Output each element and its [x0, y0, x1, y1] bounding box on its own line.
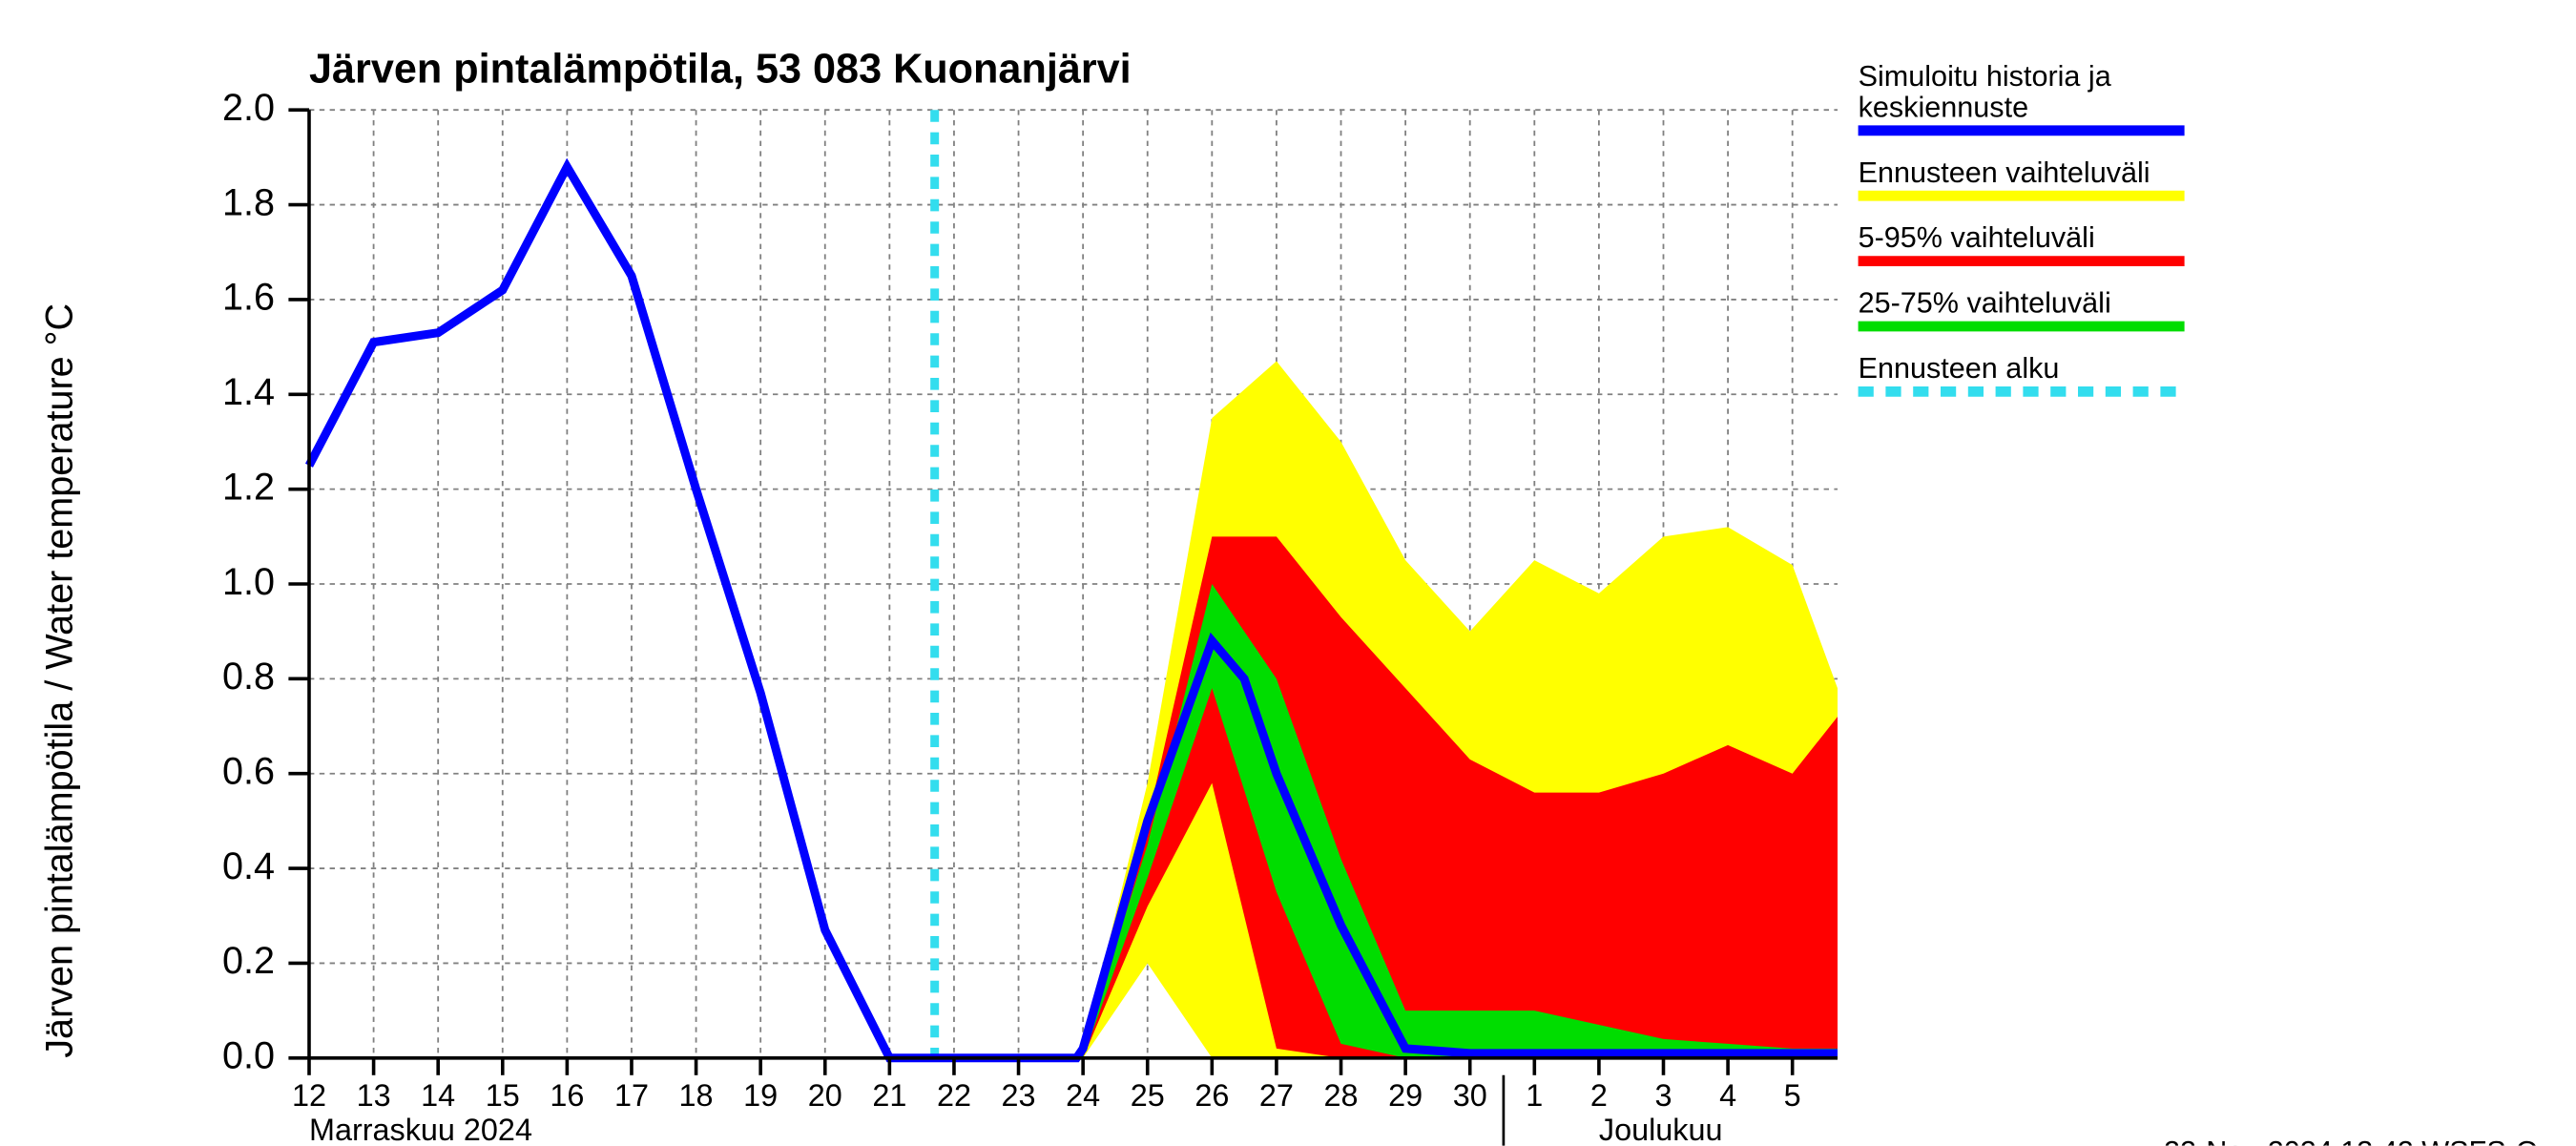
y-tick-label: 1.6 [222, 277, 275, 319]
legend-label: Ennusteen alku [1859, 352, 2060, 385]
y-tick-label: 0.0 [222, 1035, 275, 1077]
y-tick-label: 1.4 [222, 371, 275, 413]
y-tick-label: 0.8 [222, 656, 275, 698]
y-tick-label: 0.6 [222, 751, 275, 793]
x-tick-label: 5 [1784, 1078, 1801, 1113]
y-tick-label: 2.0 [222, 87, 275, 129]
x-tick-label: 20 [808, 1078, 842, 1113]
x-tick-label: 24 [1066, 1078, 1100, 1113]
chart-svg: 0.00.20.40.60.81.01.21.41.61.82.01213141… [0, 0, 2576, 1146]
x-tick-label: 13 [357, 1078, 391, 1113]
x-tick-label: 2 [1590, 1078, 1608, 1113]
x-tick-label: 27 [1259, 1078, 1294, 1113]
y-tick-label: 0.2 [222, 940, 275, 982]
footer-text: 22-Nov-2024 13:42 WSFS-O [2164, 1136, 2539, 1146]
legend-label: keskiennuste [1859, 91, 2028, 123]
x-tick-label: 1 [1526, 1078, 1543, 1113]
x-tick-label: 3 [1654, 1078, 1672, 1113]
month-label: Marraskuu 2024 [309, 1113, 532, 1145]
chart-stage: 0.00.20.40.60.81.01.21.41.61.82.01213141… [0, 0, 2576, 1146]
x-tick-label: 26 [1195, 1078, 1229, 1113]
x-tick-label: 21 [872, 1078, 906, 1113]
x-tick-label: 28 [1324, 1078, 1359, 1113]
x-tick-label: 30 [1453, 1078, 1487, 1113]
month-label: Joulukuu [1599, 1113, 1723, 1145]
x-tick-label: 25 [1131, 1078, 1165, 1113]
x-tick-label: 17 [614, 1078, 649, 1113]
x-tick-label: 18 [679, 1078, 714, 1113]
x-tick-label: 23 [1002, 1078, 1036, 1113]
legend-label: 25-75% vaihteluväli [1859, 287, 2111, 320]
chart-title: Järven pintalämpötila, 53 083 Kuonanjärv… [309, 46, 1132, 92]
x-tick-label: 29 [1388, 1078, 1423, 1113]
x-tick-label: 12 [292, 1078, 326, 1113]
y-tick-label: 1.0 [222, 561, 275, 603]
x-tick-label: 22 [937, 1078, 971, 1113]
legend-label: Simuloitu historia ja [1859, 60, 2111, 93]
legend-label: 5-95% vaihteluväli [1859, 221, 2095, 254]
x-tick-label: 15 [486, 1078, 520, 1113]
x-tick-label: 16 [550, 1078, 584, 1113]
x-tick-label: 14 [421, 1078, 455, 1113]
legend-label: Ennusteen vaihteluväli [1859, 156, 2150, 189]
y-tick-label: 1.8 [222, 181, 275, 223]
x-tick-label: 4 [1719, 1078, 1736, 1113]
y-tick-label: 0.4 [222, 845, 275, 887]
y-tick-label: 1.2 [222, 466, 275, 508]
y-axis-label: Järven pintalämpötila / Water temperatur… [39, 303, 81, 1058]
x-tick-label: 19 [743, 1078, 778, 1113]
